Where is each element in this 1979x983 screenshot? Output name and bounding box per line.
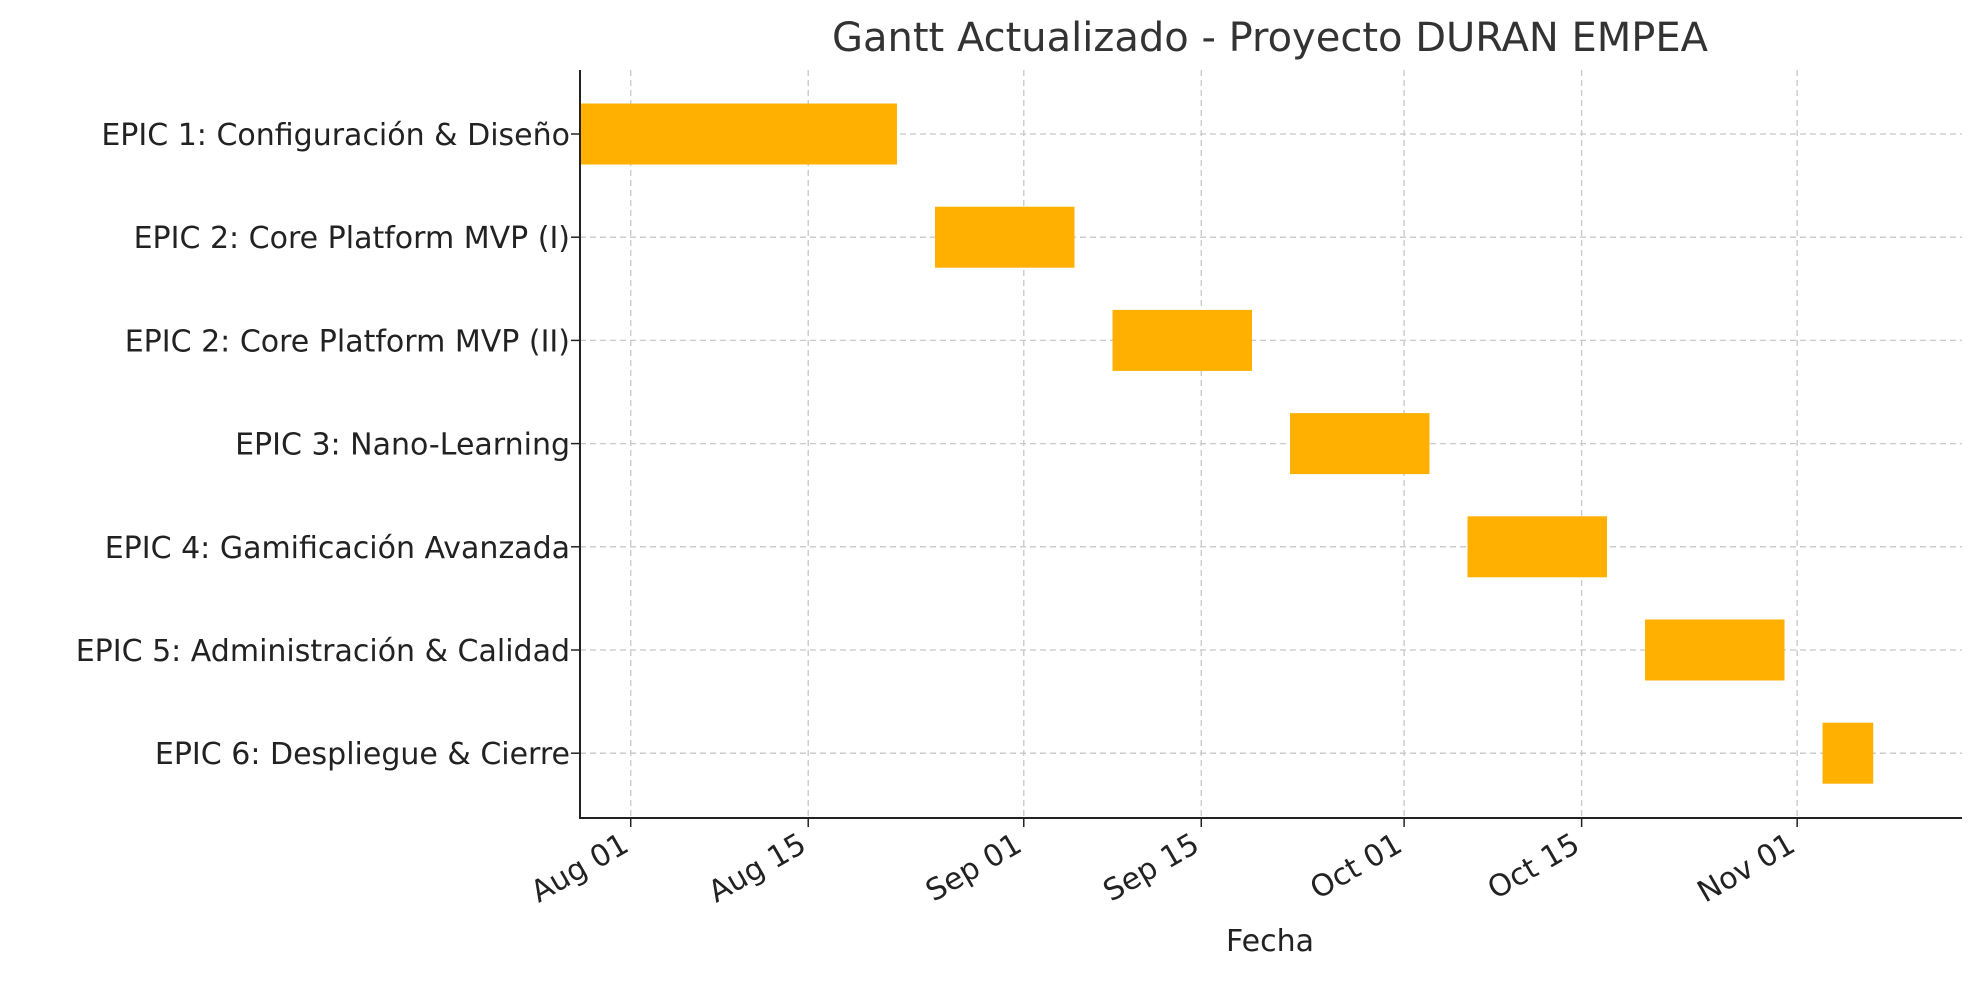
task-label: EPIC 5: Administración & Calidad <box>76 634 570 669</box>
label-layer: Aug 01 Aug 15 Sep 01 Sep 15 Oct 01 Oct 15 Nov … <box>76 118 1801 910</box>
x-tick-label: Oct 15 <box>1482 827 1586 907</box>
task-label: EPIC 2: Core Platform MVP (II) <box>125 324 570 359</box>
x-tick-label: Aug 15 <box>703 827 813 910</box>
x-tick-label: Nov 01 <box>1692 827 1802 910</box>
x-tick-label: Aug 01 <box>525 827 635 910</box>
task-bar <box>1822 722 1874 784</box>
chart-title: Gantt Actualizado - Proyecto DURAN EMPEA <box>832 15 1709 61</box>
x-tick-label: Sep 15 <box>1097 827 1205 909</box>
bar-layer <box>580 103 1874 784</box>
task-bar <box>935 206 1075 268</box>
x-tick-label: Sep 01 <box>920 827 1028 909</box>
task-bar <box>1112 309 1252 371</box>
task-bar <box>1290 413 1430 475</box>
task-bar <box>1467 516 1607 578</box>
x-axis-label: Fecha <box>1226 924 1314 959</box>
task-label: EPIC 1: Configuración & Diseño <box>101 118 570 153</box>
task-label: EPIC 4: Gamificación Avanzada <box>105 531 570 566</box>
task-label: EPIC 6: Despliegue & Cierre <box>155 737 570 772</box>
task-bar <box>1645 619 1785 681</box>
grid-layer <box>580 70 1962 818</box>
task-bar <box>580 103 897 165</box>
x-tick-label: Oct 01 <box>1304 827 1408 907</box>
task-label: EPIC 2: Core Platform MVP (I) <box>134 221 570 256</box>
task-label: EPIC 3: Nano-Learning <box>235 428 570 463</box>
